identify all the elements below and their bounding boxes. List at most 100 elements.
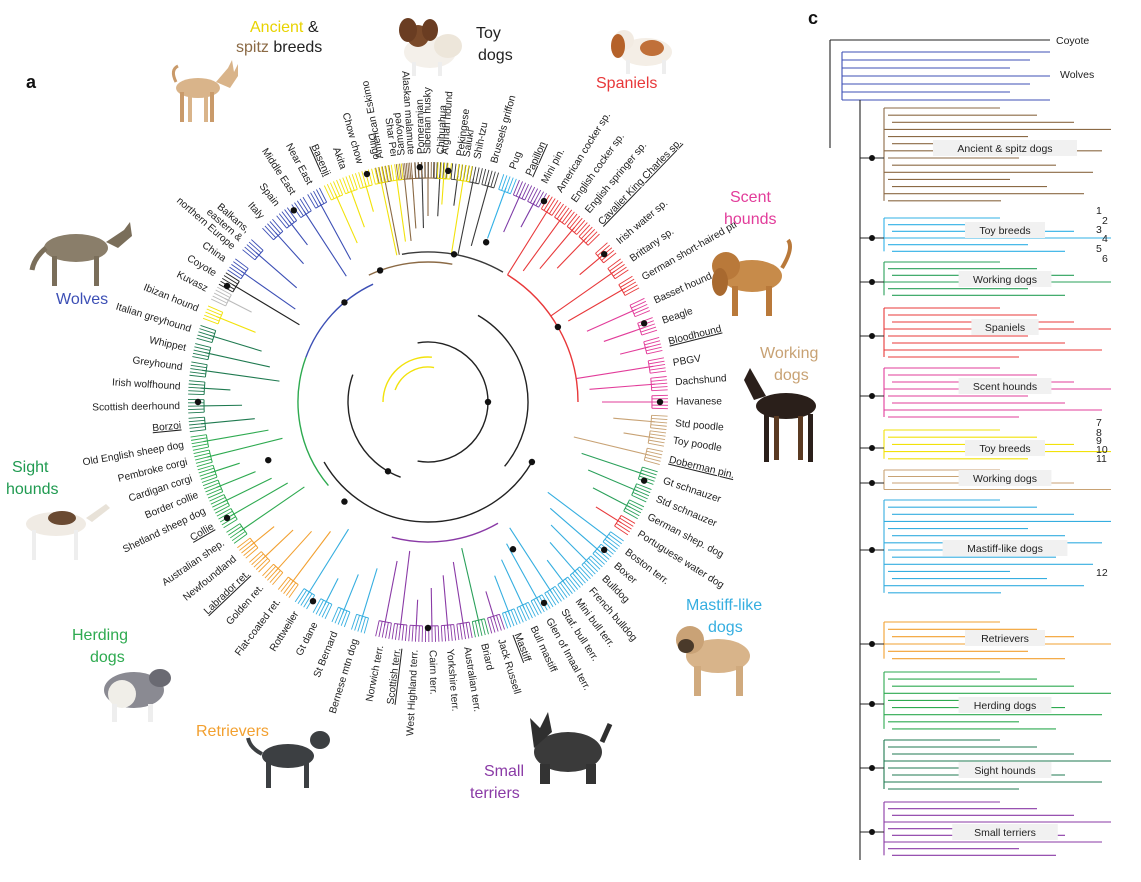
tree-tip (411, 625, 414, 642)
tree-arc (208, 449, 213, 463)
tree-tip (645, 346, 662, 352)
c-section-box (958, 697, 1052, 713)
tree-tip (623, 284, 638, 294)
tree-arc (629, 304, 636, 317)
tree-tip (315, 599, 324, 615)
tree-tip (300, 591, 310, 606)
tree-arc (595, 252, 604, 264)
tree-tip (318, 601, 327, 617)
c-section-box (971, 319, 1039, 335)
c-section-box (965, 222, 1045, 238)
tree-tip (394, 164, 398, 181)
tree-tip (603, 252, 617, 264)
tree-branch (522, 217, 563, 272)
tree-branch (461, 548, 480, 625)
leaf-label: Borzoi (152, 420, 182, 434)
tree-branch (275, 530, 312, 572)
svg-text:Ancient &: Ancient & (250, 19, 319, 36)
tree-tip (472, 166, 477, 183)
tree-branch (506, 543, 540, 602)
tree-tip (192, 352, 209, 358)
c-clade-number: 12 (1096, 567, 1108, 579)
tree-tip (462, 164, 466, 181)
tree-tip (248, 241, 262, 254)
c-node-dot (869, 393, 875, 399)
tree-branch (380, 178, 398, 256)
tree-tip (218, 510, 233, 520)
tree-tip (439, 162, 442, 179)
tree-tip (459, 164, 463, 181)
tree-branch (216, 471, 256, 488)
c-section-box (958, 378, 1052, 394)
tree-tip (569, 215, 581, 229)
tree-tip (189, 371, 206, 375)
tree-node-dot (424, 624, 432, 632)
tree-tip (507, 610, 515, 627)
tree-tip (200, 325, 216, 331)
tree-tip (213, 502, 229, 511)
tree-tip (264, 225, 277, 238)
leaf-label: Australian shep. (160, 538, 226, 588)
tree-backbone (297, 357, 329, 487)
tree-tip (650, 424, 667, 427)
tree-branch (441, 174, 445, 205)
tree-branch (509, 527, 553, 594)
tree-tip (198, 331, 214, 337)
c-clade-number: 4 (1102, 233, 1108, 245)
tree-tip (440, 625, 443, 642)
tree-backbone (305, 283, 374, 358)
tree-tip (585, 231, 598, 244)
tree-tip (453, 163, 457, 180)
tree-branch (240, 270, 296, 310)
tree-tip (636, 483, 652, 490)
tree-arc (541, 208, 553, 216)
tree-node-dot (450, 251, 458, 258)
tree-tip (487, 170, 493, 187)
tree-backbone (507, 274, 579, 403)
tree-tip (524, 185, 533, 201)
tree-tip (401, 624, 405, 641)
bloodhound-dog-icon (712, 238, 792, 316)
tree-tip (645, 343, 661, 349)
tree-tip (610, 531, 624, 542)
tree-tip (229, 528, 244, 539)
toy-word: Toy (476, 25, 501, 42)
tree-tip (554, 203, 564, 218)
tree-node-dot (290, 207, 297, 214)
tree-tip (199, 328, 215, 334)
tree-backbone (477, 314, 529, 467)
tree-branch (324, 578, 339, 606)
tree-backbone (323, 461, 533, 523)
svg-text:Small: Small (484, 763, 524, 780)
tree-tip (361, 171, 367, 187)
tree-tip (649, 433, 666, 437)
tree-tip (188, 408, 205, 410)
tree-tip (633, 307, 649, 315)
tree-tip (188, 393, 205, 396)
breeds-word: breeds (269, 39, 322, 56)
tree-tip (374, 167, 379, 184)
tree-tip (283, 580, 294, 594)
c-section-label: Herding dogs (974, 700, 1036, 712)
tree-tip (190, 368, 207, 372)
c-clade-number: 10 (1096, 444, 1108, 456)
leaf-label: Cairn terr. (427, 650, 439, 695)
tree-tip (255, 558, 268, 570)
tree-tip (566, 213, 578, 227)
tree-tip (246, 244, 260, 256)
panel-c-letter: c (808, 8, 818, 28)
tree-tip (646, 350, 663, 355)
svg-text:dogs: dogs (708, 619, 743, 636)
tree-tip (571, 217, 583, 231)
wolf-icon (29, 222, 132, 286)
tree-tip (510, 609, 518, 626)
tree-tip (231, 531, 246, 542)
leaf-label: Spain (257, 181, 282, 208)
tree-arc (456, 621, 470, 625)
tree-branch (450, 176, 465, 254)
group-label-ancient-spitz: Ancient & spitz breeds (236, 19, 322, 56)
tree-branch (290, 531, 331, 585)
tree-branch (230, 482, 288, 517)
svg-text:hounds: hounds (724, 211, 777, 228)
tree-tip (548, 200, 559, 214)
